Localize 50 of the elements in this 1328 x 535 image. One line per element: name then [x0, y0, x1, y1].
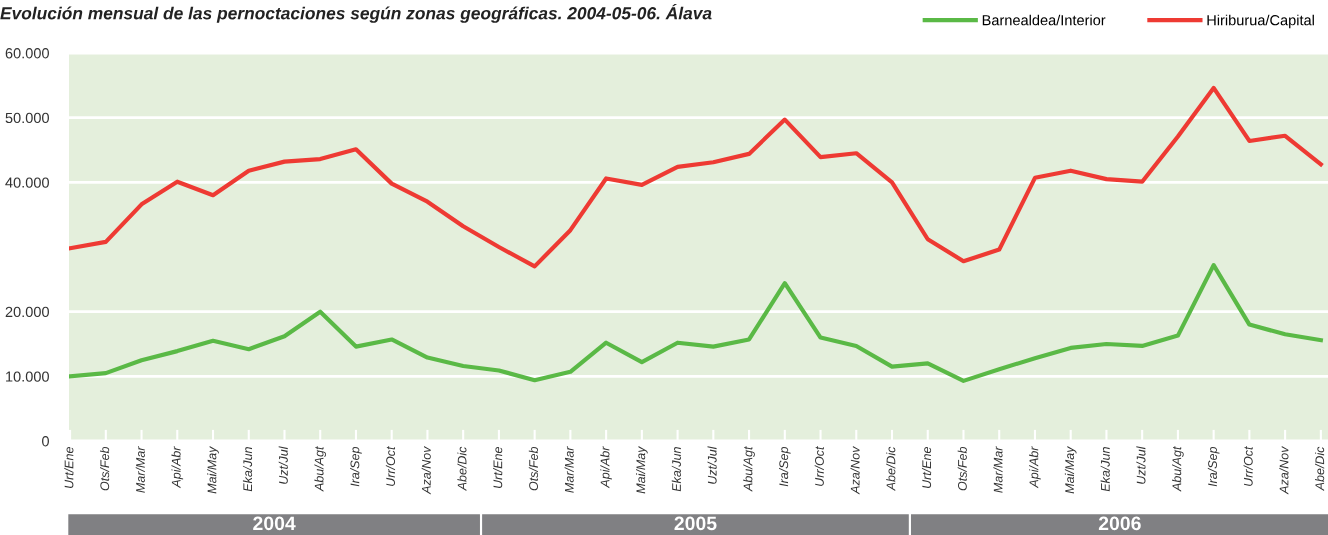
x-tick-label: Api/Abr — [171, 446, 184, 489]
x-tick-label: Urr/Oct — [1243, 446, 1253, 486]
y-tick-label: 20.000 — [5, 306, 49, 318]
line-series — [69, 85, 1323, 269]
text: 2005 — [674, 516, 717, 531]
x-tick-label: Mai/May — [1064, 445, 1077, 494]
x-tick-label: Uzt/Jul — [707, 446, 717, 484]
x-tick-label: Ots/Feb — [528, 446, 538, 491]
y-tick-label: 50.000 — [5, 112, 49, 124]
x-tick-label: Ots/Feb — [957, 446, 967, 491]
y-tick-label: 40.000 — [5, 177, 49, 188]
text: 2006 — [1098, 516, 1141, 531]
x-tick-label: Mar/Mar — [564, 446, 574, 493]
x-tick-label: Abe/Dic — [886, 446, 896, 491]
x-tick-label: Abu/Agt — [743, 446, 755, 492]
x-tick-label: Abu/Agt — [314, 446, 327, 492]
x-tick-label: Mar/Mar — [135, 446, 145, 493]
legend-label: Barnealdea/Interior — [982, 14, 1106, 26]
x-tick-label: Abe/Dic — [457, 446, 467, 491]
x-tick-label: Eka/Jun — [242, 447, 253, 492]
x-tick-label: Mai/May — [636, 445, 648, 494]
x-tick-label: Uzt/Jul — [278, 446, 288, 484]
x-tick-label: Mar/Mar — [993, 446, 1003, 493]
x-tick-label: Ots/Feb — [99, 446, 110, 491]
x-tick-label: Aza/Nov — [1279, 445, 1289, 495]
x-tick-label: Ira/Sep — [778, 446, 791, 487]
x-tick-label: Api/Abr — [600, 446, 612, 489]
x-tick-label: Api/Abr — [1029, 446, 1041, 489]
x-tick-label: Eka/Jun — [671, 447, 681, 492]
y-tick-label: 0 — [42, 436, 49, 447]
x-tick-label: Urt/Ene — [64, 447, 74, 488]
x-tick-label: Urr/Oct — [385, 446, 396, 486]
legend-label: Hiriburua/Capital — [1207, 14, 1314, 29]
y-tick-label: 60.000 — [5, 48, 49, 59]
x-tick-label: Abe/Dic — [1315, 446, 1325, 491]
x-tick-label: Ira/Sep — [350, 446, 362, 487]
x-tick-label: Abu/Agt — [1172, 446, 1184, 492]
x-tick-label: Urt/Ene — [921, 447, 932, 488]
text: 2004 — [253, 516, 296, 531]
x-tick-label: Ira/Sep — [1207, 446, 1220, 487]
x-tick-label: Urt/Ene — [493, 447, 503, 488]
line-series — [69, 263, 1323, 383]
chart-title: Evolución mensual de las pernoctaciones según zonas geográficas. 2004-05-06. Álava — [0, 3, 712, 23]
x-tick-label: Mai/May — [207, 445, 219, 494]
x-tick-label: Aza/Nov — [421, 445, 431, 495]
x-tick-label: Eka/Jun — [1100, 447, 1110, 492]
x-tick-label: Uzt/Jul — [1136, 446, 1146, 484]
y-tick-label: 10.000 — [6, 371, 49, 382]
x-tick-label: Aza/Nov — [850, 445, 860, 495]
x-tick-label: Urr/Oct — [814, 446, 824, 486]
